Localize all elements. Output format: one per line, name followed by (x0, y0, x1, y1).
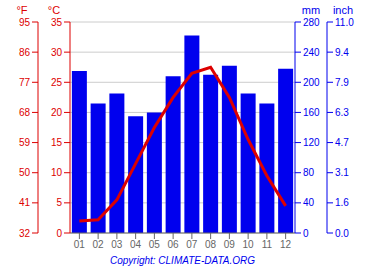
svg-text:1.6: 1.6 (335, 197, 349, 208)
svg-text:06: 06 (168, 239, 180, 250)
svg-text:10: 10 (243, 239, 255, 250)
svg-text:mm: mm (302, 4, 320, 16)
svg-text:86: 86 (19, 47, 31, 58)
svg-text:120: 120 (303, 137, 320, 148)
svg-text:6.3: 6.3 (335, 107, 349, 118)
svg-text:02: 02 (93, 239, 105, 250)
svg-text:15: 15 (51, 137, 63, 148)
svg-text:7.9: 7.9 (335, 77, 349, 88)
svg-text:07: 07 (186, 239, 198, 250)
svg-text:3.1: 3.1 (335, 167, 349, 178)
svg-text:inch: inch (333, 4, 353, 16)
svg-text:0.0: 0.0 (335, 228, 349, 239)
svg-text:68: 68 (19, 107, 31, 118)
svg-text:9.4: 9.4 (335, 47, 349, 58)
svg-text:200: 200 (303, 77, 320, 88)
svg-text:77: 77 (19, 77, 31, 88)
svg-text:32: 32 (19, 228, 31, 239)
svg-text:03: 03 (111, 239, 123, 250)
svg-text:41: 41 (19, 197, 31, 208)
svg-text:95: 95 (19, 17, 31, 28)
svg-text:11: 11 (262, 239, 273, 250)
svg-text:20: 20 (51, 107, 63, 118)
svg-text:11.0: 11.0 (335, 17, 354, 28)
svg-text:°C: °C (48, 4, 60, 16)
svg-text:280: 280 (303, 17, 320, 28)
svg-text:°F: °F (16, 4, 27, 16)
svg-text:01: 01 (74, 239, 86, 250)
svg-text:4.7: 4.7 (335, 137, 349, 148)
svg-text:35: 35 (51, 17, 63, 28)
svg-text:08: 08 (205, 239, 217, 250)
svg-text:40: 40 (303, 197, 315, 208)
svg-text:5: 5 (56, 197, 62, 208)
svg-text:240: 240 (303, 47, 320, 58)
svg-text:0: 0 (56, 228, 62, 239)
svg-text:80: 80 (303, 167, 315, 178)
html-text:Copyright: CLIMATE-DATA.ORG: Copyright: CLIMATE-DATA.ORG (110, 255, 255, 266)
svg-text:05: 05 (149, 239, 161, 250)
svg-text:09: 09 (224, 239, 236, 250)
svg-text:10: 10 (51, 167, 63, 178)
svg-text:0: 0 (303, 228, 309, 239)
svg-text:59: 59 (19, 137, 31, 148)
svg-text:160: 160 (303, 107, 320, 118)
svg-text:30: 30 (51, 47, 63, 58)
svg-text:04: 04 (130, 239, 142, 250)
svg-text:50: 50 (19, 167, 31, 178)
svg-text:12: 12 (280, 239, 292, 250)
svg-text:25: 25 (51, 77, 63, 88)
